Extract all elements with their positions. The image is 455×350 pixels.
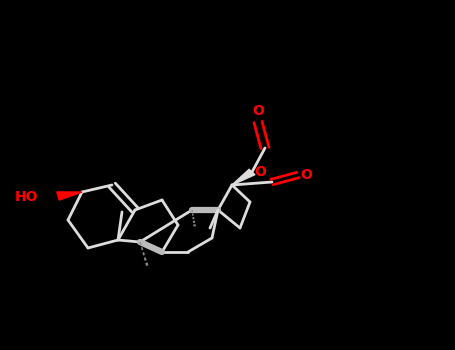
Text: O: O <box>254 165 266 179</box>
Text: O: O <box>300 168 312 182</box>
Text: HO: HO <box>15 190 38 204</box>
Polygon shape <box>57 192 82 200</box>
Polygon shape <box>232 169 255 185</box>
Text: O: O <box>252 105 264 119</box>
